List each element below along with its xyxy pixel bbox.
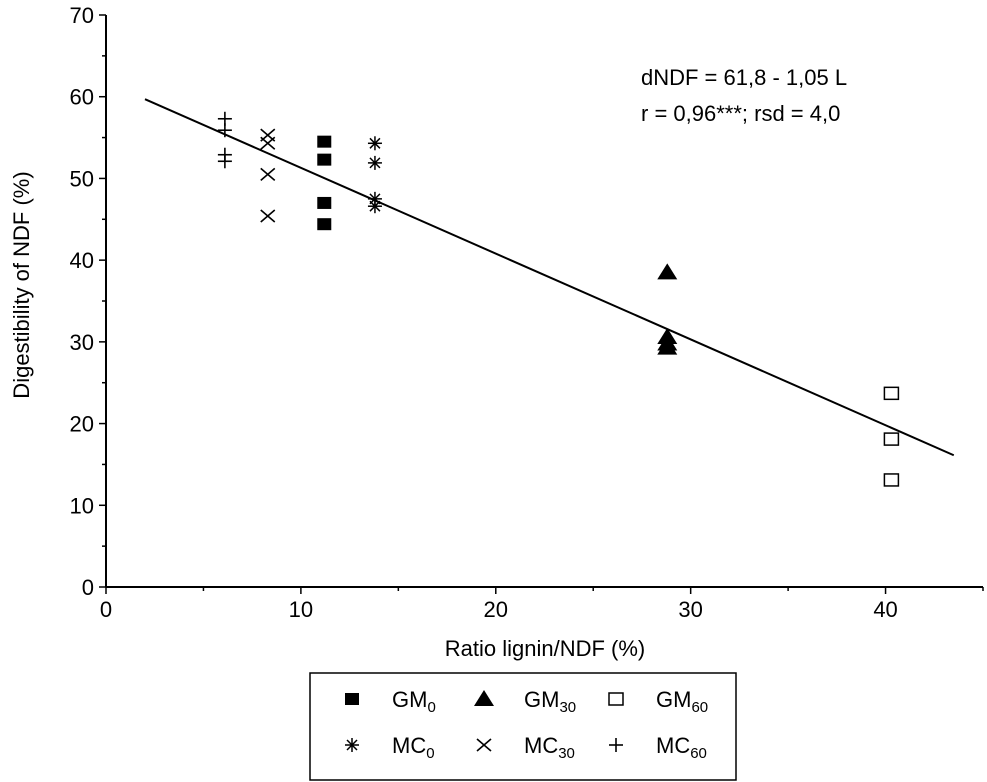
x-tick-label: 0: [100, 597, 112, 622]
data-point: [367, 136, 382, 151]
data-point: [317, 218, 332, 231]
axis-labels: Ratio lignin/NDF (%) Digestibility of ND…: [9, 171, 645, 661]
y-tick-label: 60: [70, 85, 94, 110]
data-point: [367, 199, 382, 214]
data-point: [883, 473, 900, 487]
legend-entry-label: MC0: [392, 733, 435, 762]
marker-asterisk: [345, 738, 359, 752]
x-tick-label: 20: [484, 597, 508, 622]
marker-filled-triangle: [474, 690, 494, 706]
x-tick-label: 10: [289, 597, 313, 622]
y-axis-label: Digestibility of NDF (%): [9, 171, 34, 398]
data-point: [883, 386, 900, 401]
y-tick-label: 0: [82, 575, 94, 600]
y-tick-label: 20: [70, 412, 94, 437]
y-tick-label: 10: [70, 493, 94, 518]
legend-entry-label: GM30: [524, 687, 576, 716]
x-axis-label: Ratio lignin/NDF (%): [445, 636, 646, 661]
marker-open-square: [608, 692, 624, 706]
regression-stats: r = 0,96***; rsd = 4,0: [641, 101, 840, 126]
data-point: [260, 136, 276, 150]
legend-entry-label: GM0: [392, 687, 436, 716]
regression-line: [144, 98, 955, 457]
data-point: [260, 167, 276, 181]
regression-line-path: [144, 98, 955, 457]
data-point: [260, 209, 276, 223]
marker-x-cross: [476, 738, 492, 752]
y-tick-label: 70: [70, 3, 94, 28]
regression-annotation: dNDF = 61,8 - 1,05 L r = 0,96***; rsd = …: [641, 65, 847, 126]
data-point: [657, 338, 678, 355]
data-point: [317, 135, 332, 148]
legend-entry-label: MC60: [656, 733, 707, 762]
legend-entry-label: MC30: [524, 733, 575, 762]
x-tick-label: 30: [678, 597, 702, 622]
data-point: [367, 155, 382, 170]
regression-equation: dNDF = 61,8 - 1,05 L: [641, 65, 847, 90]
y-tick-label: 50: [70, 166, 94, 191]
data-point: [317, 153, 332, 166]
legend: GM0 GM30 GM60 MC0 MC30 MC60: [309, 672, 737, 781]
legend-entry-label: GM60: [656, 687, 708, 716]
legend-box: [309, 672, 737, 781]
data-point: [317, 196, 332, 209]
marker-plus: [609, 738, 623, 752]
data-point: [217, 123, 232, 138]
data-points: [217, 111, 900, 487]
data-point: [217, 154, 232, 169]
axes: [105, 15, 983, 588]
y-tick-label: 30: [70, 330, 94, 355]
data-point: [883, 432, 900, 446]
x-tick-label: 40: [873, 597, 897, 622]
y-tick-label: 40: [70, 248, 94, 273]
marker-filled-square: [345, 693, 359, 705]
axis-ticks: 0 10 20 30 40 0 10 20 30 40 50 60 70: [70, 3, 984, 622]
data-point: [657, 263, 678, 280]
